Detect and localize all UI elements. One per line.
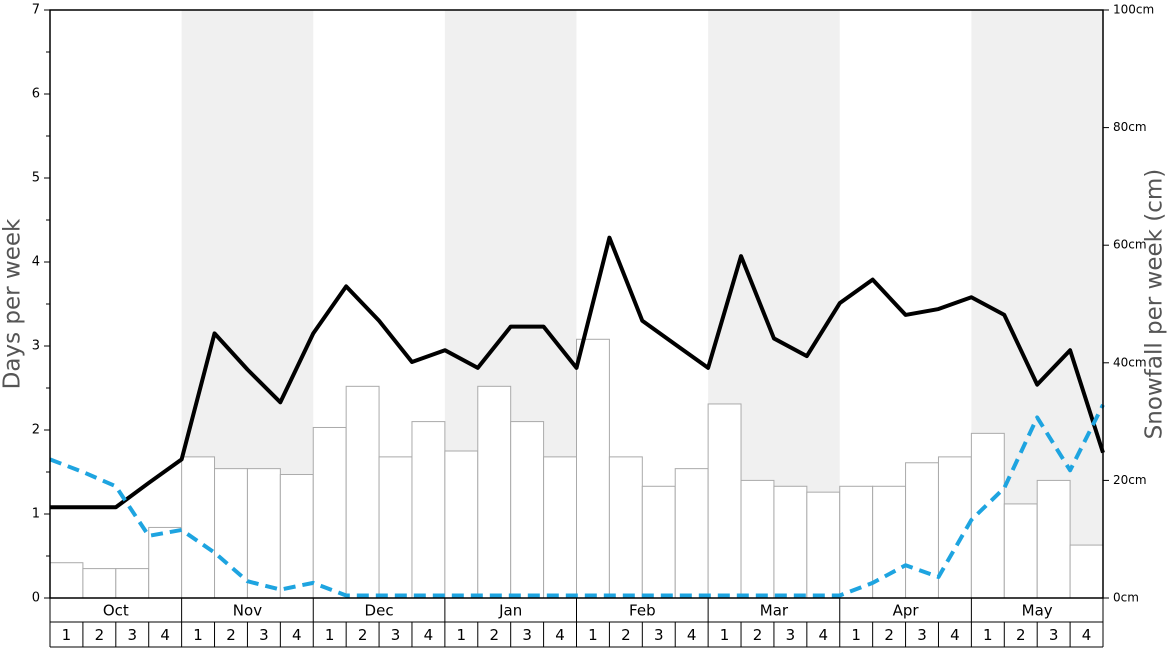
week-label: 3	[917, 626, 927, 644]
bar	[510, 421, 545, 599]
bar	[1036, 479, 1071, 599]
week-label: 1	[588, 626, 598, 644]
month-label: Dec	[365, 602, 394, 620]
week-label: 2	[95, 626, 105, 644]
week-label: 4	[555, 626, 565, 644]
bar	[49, 562, 84, 599]
month-label: May	[1022, 602, 1053, 620]
bar	[707, 403, 742, 599]
bar	[181, 456, 216, 599]
week-label: 1	[457, 626, 467, 644]
bar	[740, 479, 775, 599]
bar	[82, 568, 117, 599]
bar	[905, 462, 939, 599]
y2-tick-label: 40cm	[1113, 355, 1147, 369]
week-label: 2	[621, 626, 631, 644]
month-label: Nov	[233, 602, 262, 620]
month-label: Feb	[629, 602, 656, 620]
y-tick-label: 0	[32, 591, 40, 606]
week-label: 2	[884, 626, 894, 644]
y2-tick-label: 100cm	[1113, 3, 1154, 17]
week-label: 3	[127, 626, 137, 644]
week-label: 4	[819, 626, 829, 644]
bar	[279, 474, 314, 599]
bar	[477, 385, 512, 599]
bar	[214, 468, 248, 599]
week-label: 2	[1016, 626, 1026, 644]
week-label: 1	[325, 626, 335, 644]
week-label: 2	[753, 626, 763, 644]
bar	[1069, 544, 1104, 599]
week-label: 1	[62, 626, 72, 644]
bar	[115, 568, 150, 599]
bar	[444, 450, 479, 599]
week-label: 1	[983, 626, 993, 644]
bar	[1003, 503, 1038, 599]
line-series	[50, 235, 1105, 510]
y-tick-label: 7	[32, 3, 40, 18]
week-label: 3	[391, 626, 401, 644]
week-label: 1	[193, 626, 203, 644]
month-label: Jan	[498, 602, 522, 620]
week-label: 3	[786, 626, 796, 644]
bar	[839, 485, 874, 599]
bar	[411, 421, 446, 599]
bar	[674, 468, 709, 599]
bar	[641, 485, 676, 599]
y-tick-label: 6	[32, 87, 40, 102]
y-tick-label: 4	[32, 255, 40, 270]
week-label: 1	[720, 626, 730, 644]
y2-tick-label: 80cm	[1113, 120, 1147, 134]
week-label: 4	[424, 626, 434, 644]
week-label: 3	[259, 626, 269, 644]
week-label: 3	[522, 626, 532, 644]
week-label: 2	[358, 626, 368, 644]
y2-tick-label: 0cm	[1113, 591, 1139, 605]
week-label: 3	[654, 626, 664, 644]
y2-tick-label: 60cm	[1113, 238, 1147, 252]
week-label: 4	[160, 626, 170, 644]
bar	[148, 526, 183, 599]
y-tick-label: 2	[32, 423, 40, 438]
week-label: 2	[226, 626, 236, 644]
line-series	[49, 403, 1105, 598]
bar	[312, 426, 347, 599]
bar	[806, 491, 841, 599]
week-label: 3	[1049, 626, 1059, 644]
week-label: 4	[1082, 626, 1092, 644]
bar	[345, 385, 380, 599]
bar	[576, 338, 610, 599]
y2-axis-label: Snowfall per week (cm)	[1142, 169, 1168, 440]
y-tick-label: 1	[32, 507, 40, 522]
week-label: 2	[489, 626, 499, 644]
y2-tick-label: 20cm	[1113, 473, 1147, 487]
y-tick-label: 3	[32, 339, 40, 354]
week-label: 4	[292, 626, 302, 644]
bar	[246, 468, 281, 599]
bar	[543, 456, 577, 599]
bar	[608, 456, 643, 599]
week-label: 4	[950, 626, 960, 644]
week-label: 4	[687, 626, 697, 644]
bar	[773, 485, 808, 599]
month-label: Oct	[103, 602, 129, 620]
bar	[970, 432, 1005, 599]
month-label: Apr	[893, 602, 920, 620]
week-label: 1	[851, 626, 861, 644]
bar	[378, 456, 413, 599]
y-axis-label: Days per week	[0, 218, 26, 389]
y-tick-label: 5	[32, 171, 40, 186]
month-label: Mar	[760, 602, 789, 620]
